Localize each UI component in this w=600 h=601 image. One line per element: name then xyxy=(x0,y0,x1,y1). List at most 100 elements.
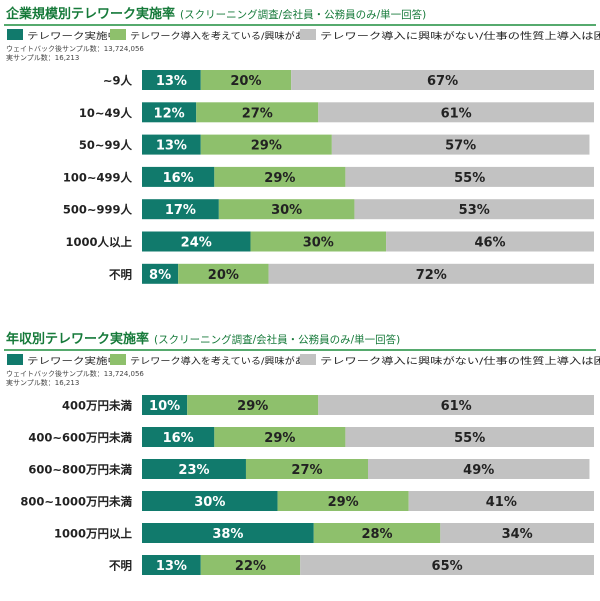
legend-label: テレワーク実施中 xyxy=(27,355,119,367)
data-label: 13% xyxy=(156,74,187,89)
legend-label: テレワーク導入を考えている/興味がある xyxy=(130,30,315,42)
bar-segment xyxy=(142,134,201,155)
sample-note: ウェイトバック後サンプル数：13,724,056 xyxy=(6,44,144,53)
bar-segment xyxy=(142,231,251,252)
category-label: 400万円未満 xyxy=(62,399,133,413)
data-label: 38% xyxy=(212,527,243,542)
bar-segment xyxy=(200,70,292,90)
bar-segment xyxy=(214,427,346,447)
category-label: 50~99人 xyxy=(79,138,133,152)
data-label: 13% xyxy=(156,559,187,574)
bar-segment xyxy=(345,166,594,187)
legend-label: テレワーク導入を考えている/興味がある xyxy=(130,355,315,367)
data-label: 16% xyxy=(163,171,194,186)
data-label: 10% xyxy=(149,399,180,414)
legend-label: テレワーク導入に興味がない/仕事の性質上導入は困難 xyxy=(320,355,600,367)
data-label: 29% xyxy=(237,399,268,414)
bar-segment xyxy=(368,459,590,479)
data-label: 41% xyxy=(486,495,517,510)
data-label: 17% xyxy=(165,203,196,218)
bar-segment xyxy=(142,459,246,479)
chart-subtitle: (スクリーニング調査/会社員・公務員のみ/単一回答) xyxy=(180,8,426,21)
data-label: 30% xyxy=(271,203,302,218)
bar-segment xyxy=(142,199,219,220)
data-label: 61% xyxy=(441,106,472,121)
bar-segment xyxy=(142,102,197,123)
category-label: 1000万円以上 xyxy=(54,527,133,541)
bar-segment xyxy=(313,523,441,543)
data-label: 65% xyxy=(432,559,463,574)
bar-segment xyxy=(245,459,368,479)
bar-segment xyxy=(187,395,319,415)
bar-segment xyxy=(268,263,594,284)
data-label: 12% xyxy=(154,106,185,121)
data-label: 29% xyxy=(328,495,359,510)
data-label: 8% xyxy=(149,268,171,283)
category-label: 800~1000万円未満 xyxy=(20,495,132,509)
legend-swatch xyxy=(110,354,126,365)
bar-segment xyxy=(277,491,409,511)
legend-swatch xyxy=(110,29,126,40)
data-label: 55% xyxy=(454,431,485,446)
data-label: 20% xyxy=(230,74,261,89)
data-label: 24% xyxy=(181,236,212,251)
category-label: 10~49人 xyxy=(79,106,133,120)
data-label: 30% xyxy=(194,495,225,510)
data-label: 55% xyxy=(454,171,485,186)
bar-segment xyxy=(408,491,594,511)
bar-segment xyxy=(331,134,590,155)
data-label: 20% xyxy=(208,268,239,283)
data-label: 23% xyxy=(178,463,209,478)
sample-note: ウェイトバック後サンプル数：13,724,056 xyxy=(6,369,144,378)
bar-segment xyxy=(142,523,314,543)
chart-title: 企業規模別テレワーク実施率 (スクリーニング調査/会社員・公務員のみ/単一回答) xyxy=(5,6,426,22)
bar-segment xyxy=(300,555,594,575)
bar-segment xyxy=(142,555,201,575)
bar-segment xyxy=(345,427,594,447)
legend-label: テレワーク導入に興味がない/仕事の性質上導入は困難 xyxy=(320,30,600,42)
bar-segment xyxy=(142,395,188,415)
legend-swatch xyxy=(300,29,316,40)
chart-title: 年収別テレワーク実施率 (スクリーニング調査/会社員・公務員のみ/単一回答) xyxy=(6,331,400,347)
sample-note: 実サンプル数：16,213 xyxy=(6,378,79,387)
bar-segment xyxy=(318,102,594,123)
sample-note: 実サンプル数：16,213 xyxy=(6,53,79,62)
data-label: 13% xyxy=(156,139,187,154)
bar-segment xyxy=(318,395,594,415)
data-label: 28% xyxy=(361,527,392,542)
data-label: 57% xyxy=(445,139,476,154)
bar-segment xyxy=(440,523,594,543)
bar-segment xyxy=(142,263,179,284)
category-label: 1000人以上 xyxy=(65,235,132,249)
bar-segment xyxy=(250,231,387,252)
bar-segment xyxy=(214,166,346,187)
legend-label: テレワーク実施中 xyxy=(27,30,119,42)
data-label: 72% xyxy=(416,268,447,283)
bar-segment xyxy=(200,134,332,155)
category-label: 100~499人 xyxy=(63,170,133,184)
bar-segment xyxy=(291,70,594,90)
bar-segment xyxy=(386,231,594,252)
data-label: 29% xyxy=(264,431,295,446)
data-label: 53% xyxy=(459,203,490,218)
bar-segment xyxy=(354,199,594,220)
legend-swatch xyxy=(300,354,316,365)
data-label: 67% xyxy=(427,74,458,89)
category-label: 600~800万円未満 xyxy=(28,463,132,477)
data-label: 49% xyxy=(463,463,494,478)
chart-subtitle: (スクリーニング調査/会社員・公務員のみ/単一回答) xyxy=(154,333,400,346)
bar-segment xyxy=(178,263,269,284)
bar-segment xyxy=(142,70,201,90)
legend-swatch xyxy=(7,29,23,40)
data-label: 16% xyxy=(163,431,194,446)
bar-segment xyxy=(142,491,278,511)
data-label: 22% xyxy=(235,559,266,574)
bar-segment xyxy=(218,199,355,220)
category-label: 不明 xyxy=(109,559,132,573)
bar-segment xyxy=(196,102,319,123)
category-label: ~9人 xyxy=(103,74,133,88)
bar-segment xyxy=(142,166,215,187)
bar-segment xyxy=(200,555,301,575)
data-label: 61% xyxy=(441,399,472,414)
